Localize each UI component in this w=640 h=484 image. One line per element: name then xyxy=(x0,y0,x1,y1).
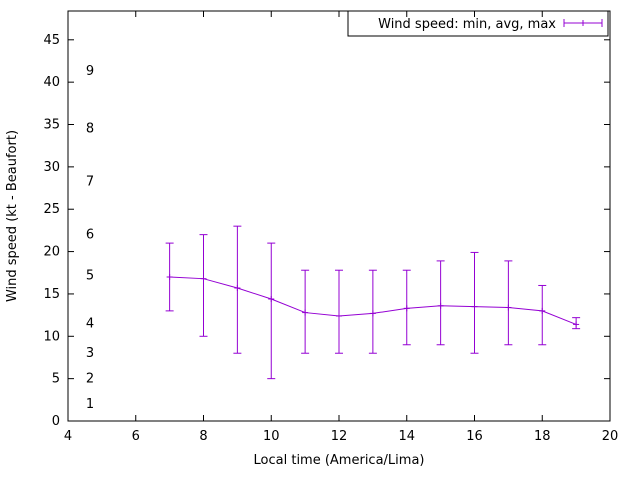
errorbar xyxy=(436,260,445,346)
beaufort-tick-label: 3 xyxy=(86,346,94,361)
plot-area: 4 6 8 10 12 14 16 18 200510152025303540451234567… xyxy=(43,10,619,444)
errorbar xyxy=(335,269,343,354)
avg-line xyxy=(169,276,577,325)
x-tick-label: 20 xyxy=(602,429,619,444)
x-axis-label: Local time (America/Lima) xyxy=(254,453,425,468)
x-tick-label: 18 xyxy=(534,429,551,444)
beaufort-tick-label: 5 xyxy=(86,268,94,283)
y-tick-label: 15 xyxy=(43,287,60,302)
beaufort-tick-label: 9 xyxy=(86,64,94,79)
y-tick-label: 35 xyxy=(43,118,60,133)
beaufort-tick-label: 7 xyxy=(86,174,94,189)
errorbar xyxy=(199,234,208,337)
plot-border xyxy=(67,10,611,422)
x-tick-label: 16 xyxy=(466,429,483,444)
beaufort-tick-label: 4 xyxy=(86,317,94,332)
y-tick-label: 10 xyxy=(43,329,60,344)
x-tick-label: 14 xyxy=(398,429,415,444)
errorbar xyxy=(301,269,310,354)
x-tick-label: 10 xyxy=(263,429,280,444)
errorbar xyxy=(368,269,377,354)
errorbar xyxy=(267,242,276,380)
y-tick-label: 30 xyxy=(43,160,60,175)
x-tick-label: 6 xyxy=(132,429,140,444)
errorbar xyxy=(233,225,242,354)
errorbar xyxy=(538,284,547,346)
y-tick-label: 20 xyxy=(43,245,60,260)
y-axis-label: Wind speed (kt - Beaufort) xyxy=(5,130,20,302)
x-tick-label: 8 xyxy=(199,429,207,444)
errorbar xyxy=(470,251,479,354)
legend-box xyxy=(347,10,609,37)
beaufort-tick-label: 2 xyxy=(86,372,94,387)
legend-label: Wind speed: min, avg, max xyxy=(378,17,556,32)
beaufort-tick-label: 8 xyxy=(86,122,94,137)
y-tick-label: 0 xyxy=(52,414,60,429)
x-tick-label: 4 xyxy=(64,429,72,444)
errorbar xyxy=(504,260,513,346)
beaufort-tick-label: 1 xyxy=(86,397,94,412)
legend-sample xyxy=(563,19,603,27)
wind-series xyxy=(165,225,581,380)
y-tick-label: 45 xyxy=(43,33,60,48)
beaufort-tick-label: 6 xyxy=(86,228,94,243)
x-tick-label: 12 xyxy=(331,429,348,444)
y-tick-label: 25 xyxy=(43,202,60,217)
y-tick-label: 40 xyxy=(43,75,60,90)
y-tick-label: 5 xyxy=(52,372,60,387)
errorbar xyxy=(402,269,411,346)
